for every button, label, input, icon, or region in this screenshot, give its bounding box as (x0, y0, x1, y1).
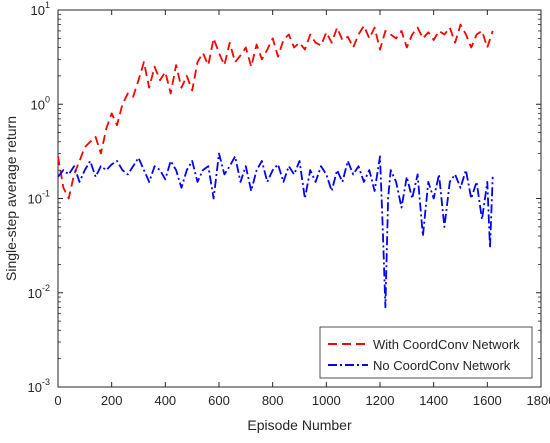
plot-area: 020040060080010001200140016001800 10-310… (28, 0, 550, 408)
series-line-0 (57, 23, 494, 200)
y-tick-label: 10-2 (28, 283, 50, 301)
legend-label-with-coordconv: With CoordConv Network (373, 337, 520, 352)
y-tick-label-exponent: 0 (45, 94, 50, 104)
y-tick-label-exponent: -3 (42, 377, 50, 387)
x-tick-label: 1400 (419, 393, 448, 408)
x-tick-label: 1000 (312, 393, 341, 408)
legend-label-no-coordconv: No CoordConv Network (373, 358, 511, 373)
y-tick-label-base: 10 (28, 286, 42, 301)
y-tick-label: 10-1 (28, 189, 50, 207)
x-tick-label: 800 (262, 393, 284, 408)
legend-box (319, 326, 533, 379)
x-axis-label: Episode Number (247, 417, 352, 433)
y-tick-label-base: 10 (31, 3, 45, 18)
y-tick-label-exponent: 1 (45, 0, 50, 10)
plot-frame (57, 9, 542, 388)
x-tick-label: 400 (154, 393, 176, 408)
y-tick-label-exponent: -2 (42, 283, 50, 293)
y-tick-label: 100 (31, 94, 50, 112)
series-line-1 (57, 152, 494, 309)
series-layer (57, 23, 494, 309)
legend: With CoordConv Network No CoordConv Netw… (319, 326, 533, 379)
y-tick-label: 10-3 (28, 377, 50, 395)
x-tick-label: 600 (208, 393, 230, 408)
x-tick-label: 1200 (366, 393, 395, 408)
y-tick-label: 101 (31, 0, 50, 18)
x-tick-label: 1800 (527, 393, 550, 408)
y-axis-label: Single-step average return (3, 116, 19, 281)
y-tick-label-base: 10 (31, 97, 45, 112)
x-tick-label: 200 (101, 393, 123, 408)
x-tick-label: 1600 (473, 393, 502, 408)
y-tick-label-exponent: -1 (42, 189, 50, 199)
y-tick-label-base: 10 (28, 192, 42, 207)
x-axis-ticks: 0 200 400 600 800 1000 1200 1400 1600 1800 (54, 10, 550, 408)
x-tick-label: 0 (54, 393, 61, 408)
y-tick-label-base: 10 (28, 380, 42, 395)
